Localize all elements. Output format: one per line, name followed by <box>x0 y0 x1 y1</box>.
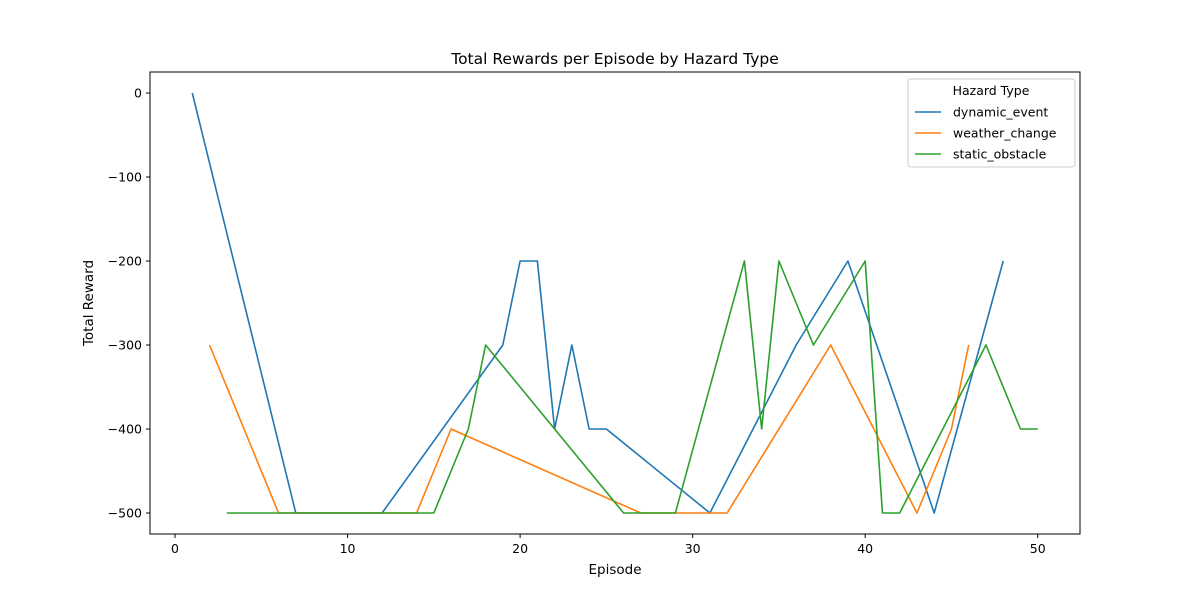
plot-area-frame <box>149 71 1081 535</box>
series-lines <box>191 92 1038 514</box>
x-tick-label: 0 <box>171 541 179 556</box>
x-tick-label: 10 <box>340 541 356 556</box>
series-line-static-obstacle <box>226 260 1038 514</box>
y-tick-label: −300 <box>108 338 142 353</box>
legend-label: dynamic_event <box>953 105 1048 120</box>
y-axis-label: Total Reward <box>81 260 97 347</box>
x-axis: 0 10 20 30 40 50 <box>171 534 1046 556</box>
legend-items: dynamic_event weather_change static_obstac… <box>915 105 1057 162</box>
x-tick-label: 20 <box>512 541 528 556</box>
y-tick-label: −200 <box>108 254 142 269</box>
y-tick-label: −100 <box>108 170 142 185</box>
legend-label: static_obstacle <box>953 147 1047 162</box>
legend: Hazard Type dynamic_event weather_changes… <box>907 78 1076 168</box>
x-tick-label: 40 <box>857 541 873 556</box>
y-tick-label: 0 <box>134 86 142 101</box>
y-tick-label: −400 <box>108 422 142 437</box>
x-tick-label: 30 <box>685 541 701 556</box>
x-axis-label: Episode <box>588 562 641 578</box>
x-tick-label: 50 <box>1030 541 1046 556</box>
legend-title: Hazard Type <box>953 83 1030 98</box>
chart-title: Total Rewards per Episode by Hazard Type <box>450 50 779 68</box>
y-axis: 0 −100 −200 −300 −400 −500 <box>108 86 150 521</box>
legend-box <box>907 78 1076 168</box>
legend-label: weather_change <box>953 126 1057 141</box>
y-tick-label: −500 <box>108 506 142 521</box>
series-line-dynamic-event <box>191 92 1004 514</box>
